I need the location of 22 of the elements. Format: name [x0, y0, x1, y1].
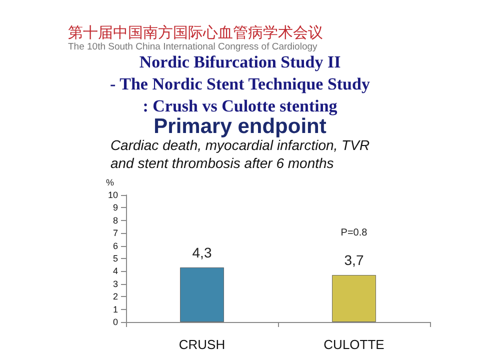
y-tick-label: 5: [112, 254, 118, 264]
y-tick-label: 10: [108, 190, 118, 200]
chart-subtitle: Primary endpoint: [154, 115, 326, 138]
text: 第十届中国南方国际心血管病学术会议: [68, 24, 323, 42]
y-tick-label: 7: [112, 228, 118, 238]
data-label: 3,7: [344, 252, 364, 268]
annotation: P=0.8: [340, 228, 368, 239]
y-tick-label: 2: [112, 292, 118, 302]
y-tick-label: 4: [112, 266, 118, 276]
y-tick-label: 3: [112, 278, 118, 289]
x-tick-label: CRUSH: [178, 337, 226, 352]
y-tick-label: 0: [112, 317, 118, 327]
x-tick-label: CULOTTE: [324, 337, 385, 352]
data-label: 4,3: [192, 244, 212, 260]
y-axis-title: %: [106, 178, 114, 188]
text: Cardiac death, myocardial infarction, TVR and stent thrombosis after 6 months: [110, 137, 370, 171]
text: The 10th South China International Congress of Cardiology: [68, 42, 318, 52]
y-tick-label: 9: [112, 202, 118, 213]
chart-title: Nordic Bifurcation Study II - The Nordic Stent Technique Study : Crush vs Culotte stenting: [110, 52, 370, 116]
y-tick-label: 8: [112, 215, 118, 226]
y-tick-label: 6: [112, 240, 118, 251]
y-tick-label: 1: [112, 304, 118, 314]
